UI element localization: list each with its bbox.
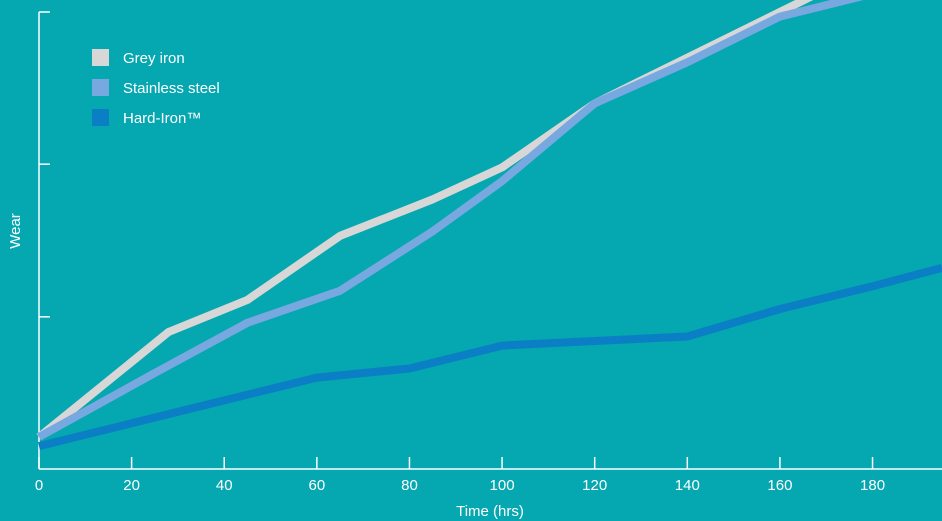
series-line-1 (36, 0, 814, 441)
tick-group: 0 20 40 60 80 100 120 140 160 180 (35, 11, 885, 494)
legend-label: Stainless steel (123, 80, 220, 97)
x-tick-label: 80 (401, 477, 418, 494)
legend: Grey iron Stainless steel Hard-Iron™ (92, 49, 220, 127)
x-tick-label: 120 (582, 477, 607, 494)
legend-label: Hard-Iron™ (123, 110, 201, 127)
x-tick-label: 180 (860, 477, 885, 494)
series-line-2 (37, 0, 864, 441)
x-tick-label: 140 (675, 477, 700, 494)
x-tick-label: 40 (216, 477, 233, 494)
x-tick-label: 20 (123, 477, 140, 494)
x-axis-title: Time (hrs) (456, 503, 524, 520)
legend-swatch (92, 109, 109, 126)
x-tick-label: 100 (490, 477, 515, 494)
legend-swatch (92, 49, 109, 66)
y-axis-title: Wear (7, 213, 24, 249)
series-group (36, 0, 942, 450)
series-line-3 (38, 264, 942, 450)
legend-swatch (92, 79, 109, 96)
x-tick-label: 60 (309, 477, 326, 494)
legend-label: Grey iron (123, 50, 185, 67)
x-tick-label: 0 (35, 477, 43, 494)
x-tick-label: 160 (767, 477, 792, 494)
axes (38, 12, 942, 470)
